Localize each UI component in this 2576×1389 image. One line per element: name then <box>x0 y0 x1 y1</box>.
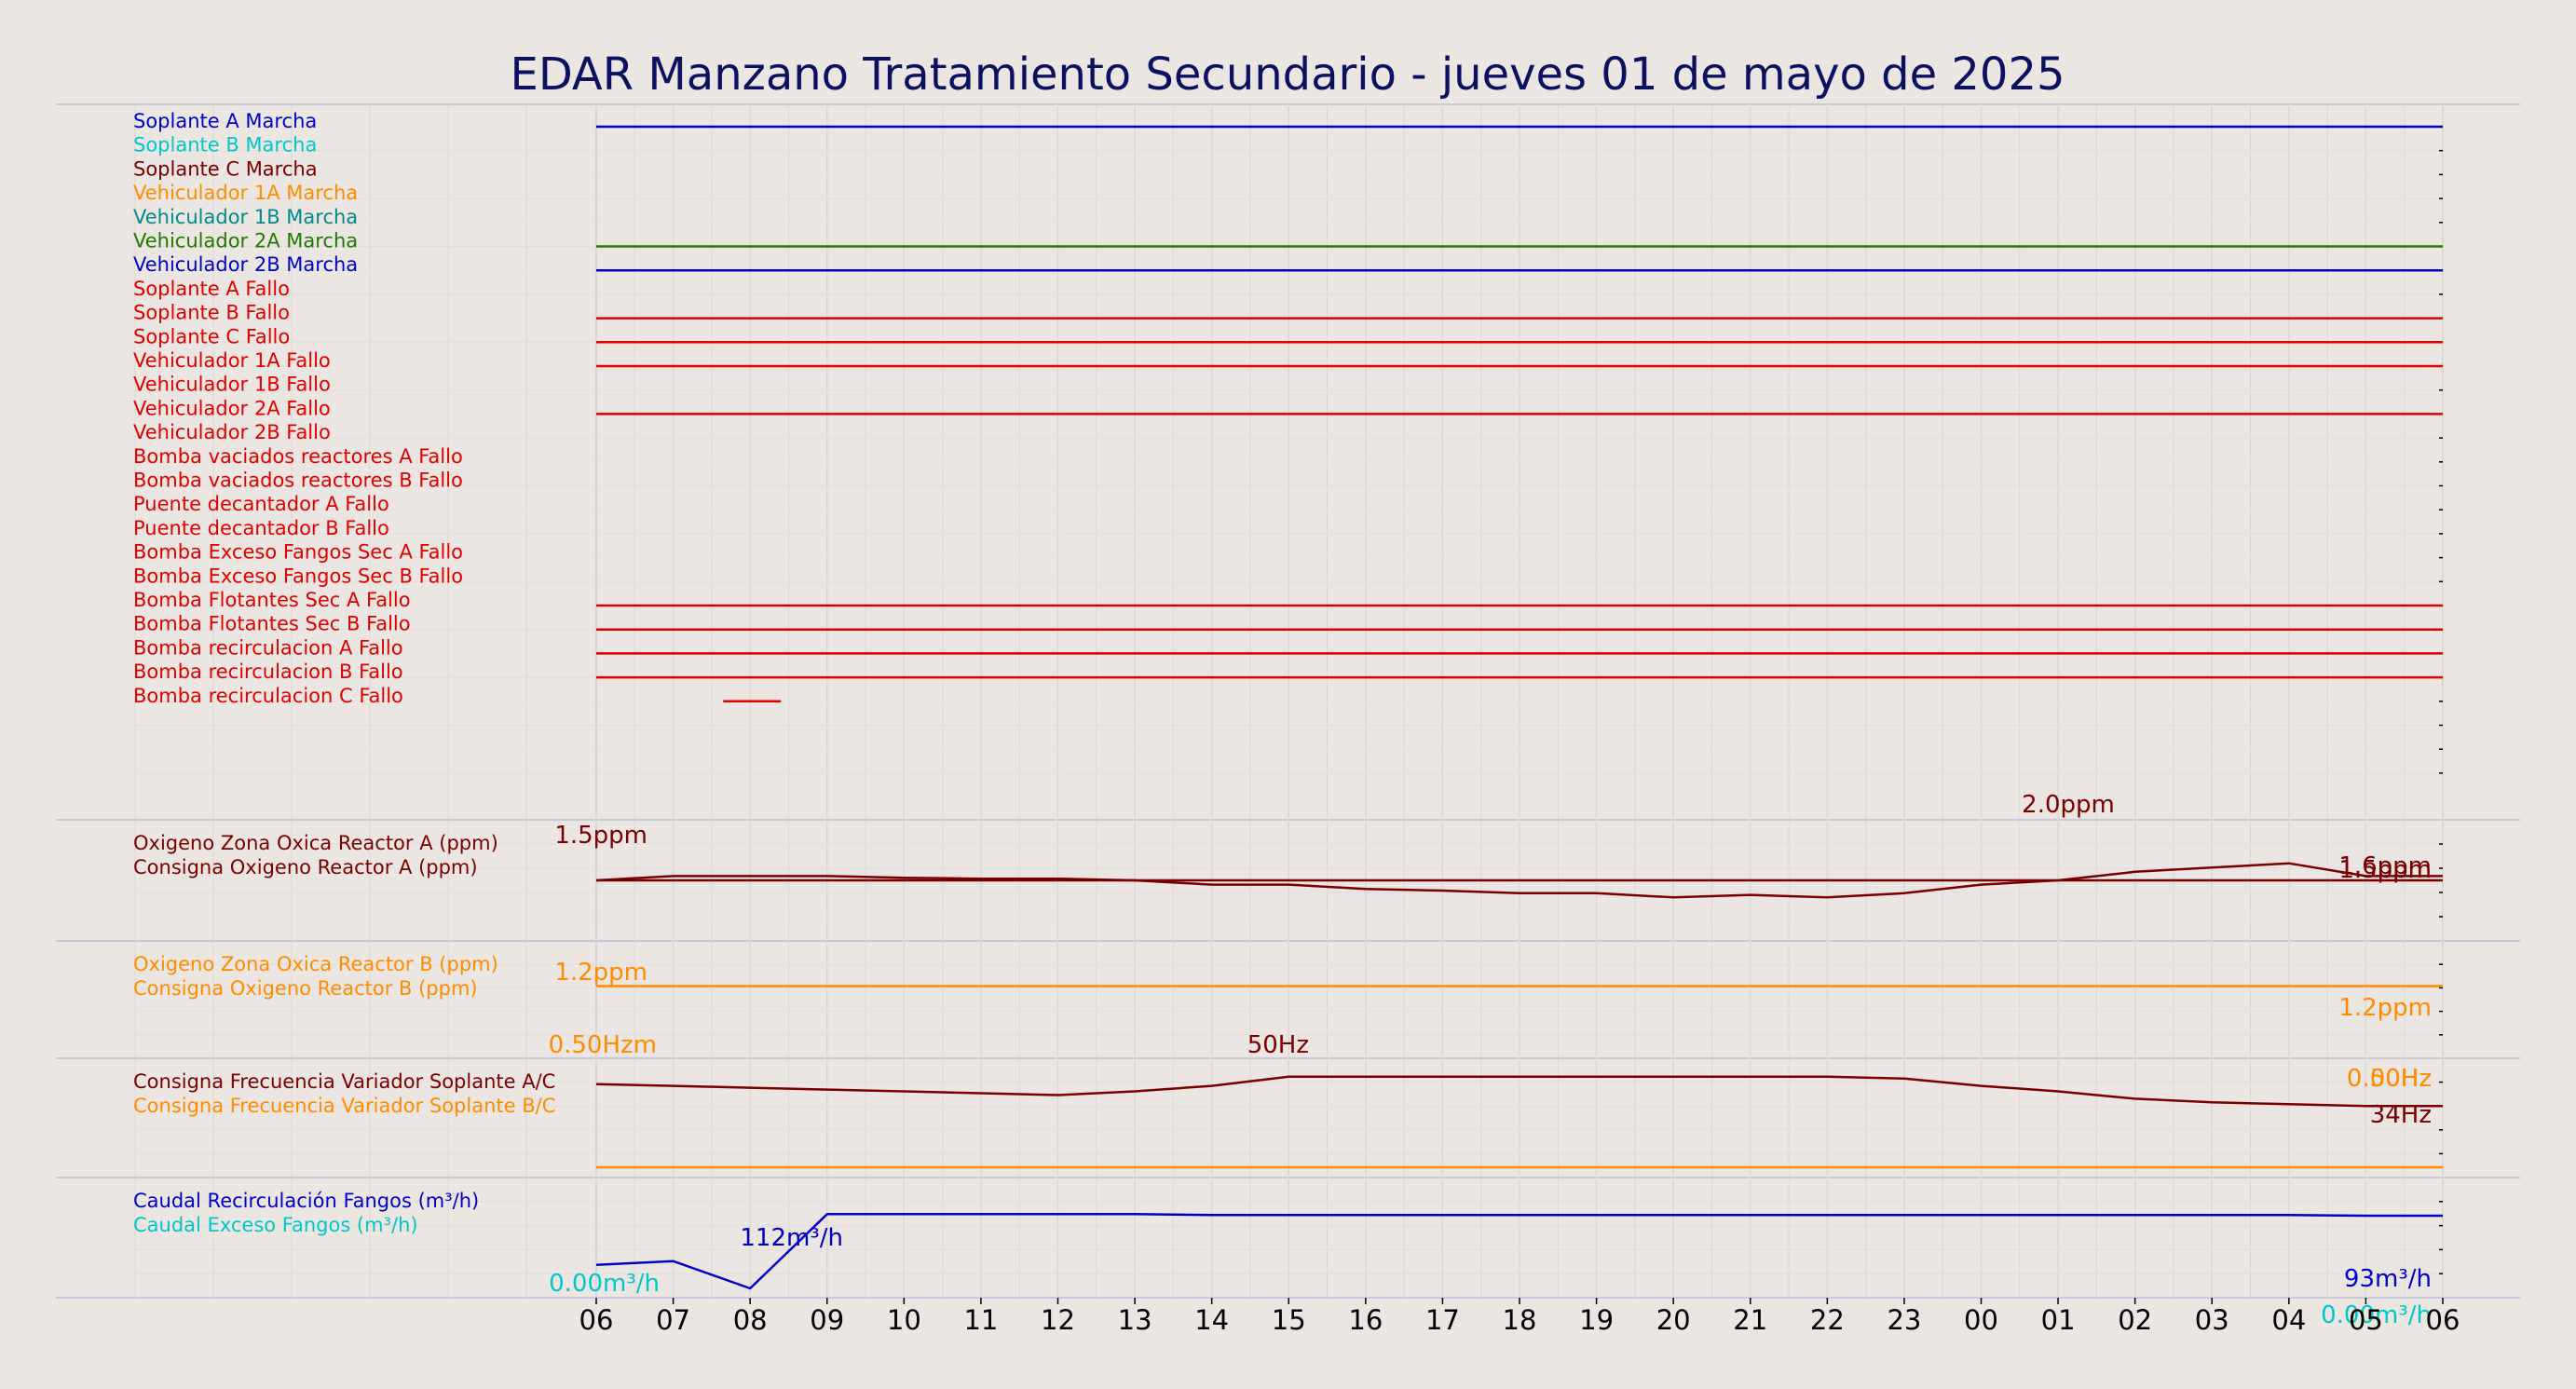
x-tick-label: 17 <box>1425 1304 1460 1336</box>
chart-marks <box>595 125 2443 1290</box>
series-label: Bomba Exceso Fangos Sec B Fallo <box>133 565 463 587</box>
x-tick-label: 05 <box>2349 1304 2383 1336</box>
series-label: Vehiculador 2B Marcha <box>133 253 358 276</box>
x-tick-label: 20 <box>1656 1304 1691 1336</box>
value-annotation: 1.5ppm <box>554 822 647 850</box>
value-annotation: 0.00m³/h <box>549 1270 660 1298</box>
x-tick-label: 13 <box>1118 1304 1152 1336</box>
value-annotation: 93m³/h <box>2344 1265 2432 1293</box>
value-annotation: 1.5ppm <box>2338 856 2432 884</box>
x-tick-label: 06 <box>579 1304 614 1336</box>
x-tick-label: 07 <box>656 1304 690 1336</box>
value-annotation: 0.00Hz <box>2347 1065 2432 1093</box>
series-label: Vehiculador 2B Fallo <box>133 421 331 443</box>
series-line <box>595 862 2443 899</box>
series-label: Oxigeno Zona Oxica Reactor A (ppm) <box>133 832 498 854</box>
series-label: Soplante C Marcha <box>133 157 318 180</box>
series-label: Vehiculador 2A Marcha <box>133 230 358 252</box>
value-annotation: 0.00m³/h <box>2321 1301 2432 1329</box>
chart-title: EDAR Manzano Tratamiento Secundario - ju… <box>510 48 2065 101</box>
series-label: Vehiculador 1A Fallo <box>133 349 331 372</box>
value-annotations: 1.5ppm2.0ppm1.6ppm1.5ppm1.2ppm1.2ppm0.50… <box>549 791 2432 1329</box>
x-tick-label: 22 <box>1810 1304 1845 1336</box>
series-label: Soplante B Marcha <box>133 134 317 157</box>
value-annotation: 1.2ppm <box>2338 994 2432 1022</box>
x-tick-label: 09 <box>810 1304 844 1336</box>
x-axis-ticks: 06 07 08 09 10 11 12 13 14 15 16 17 18 19 20 21 22 23 00 01… <box>579 1298 2460 1336</box>
series-label: Bomba Flotantes Sec B Fallo <box>133 613 411 635</box>
value-annotation: 2.0ppm <box>2022 791 2115 819</box>
series-label: Oxigeno Zona Oxica Reactor B (ppm) <box>133 953 498 975</box>
series-label: Vehiculador 2A Fallo <box>133 397 331 419</box>
value-annotation: 0.50Hzm <box>549 1031 657 1059</box>
value-annotation: 50Hz <box>2370 1065 2432 1093</box>
series-label: Bomba recirculacion C Fallo <box>133 685 403 707</box>
value-annotation: 112m³/h <box>740 1224 843 1252</box>
series-label: Soplante C Fallo <box>133 325 290 347</box>
series-label: Vehiculador 1B Marcha <box>133 206 358 228</box>
x-tick-label: 01 <box>2041 1304 2076 1336</box>
x-tick-label: 11 <box>963 1304 998 1336</box>
x-tick-label: 14 <box>1194 1304 1229 1336</box>
series-label: Caudal Exceso Fangos (m³/h) <box>133 1214 418 1236</box>
x-tick-label: 16 <box>1348 1304 1383 1336</box>
series-label: Vehiculador 1A Marcha <box>133 182 358 204</box>
x-tick-label: 18 <box>1503 1304 1537 1336</box>
series-label: Consigna Oxigeno Reactor A (ppm) <box>133 856 478 878</box>
series-label: Bomba Exceso Fangos Sec A Fallo <box>133 541 463 564</box>
series-label: Soplante A Marcha <box>133 110 317 132</box>
series-label: Vehiculador 1B Fallo <box>133 374 331 396</box>
series-label: Puente decantador B Fallo <box>133 517 389 539</box>
x-tick-label: 03 <box>2195 1304 2229 1336</box>
series-label: Consigna Frecuencia Variador Soplante A/… <box>133 1070 555 1093</box>
series-label: Bomba vaciados reactores A Fallo <box>133 445 463 468</box>
x-tick-label: 10 <box>887 1304 921 1336</box>
series-label: Consigna Oxigeno Reactor B (ppm) <box>133 977 478 1000</box>
value-annotation: 1.2ppm <box>554 959 647 987</box>
x-tick-label: 21 <box>1733 1304 1767 1336</box>
x-tick-label: 08 <box>733 1304 768 1336</box>
series-label: Puente decantador A Fallo <box>133 493 389 515</box>
x-tick-label: 12 <box>1041 1304 1075 1336</box>
x-tick-label: 00 <box>1964 1304 1998 1336</box>
x-tick-label: 15 <box>1272 1304 1306 1336</box>
x-tick-label: 23 <box>1887 1304 1921 1336</box>
series-label: Caudal Recirculación Fangos (m³/h) <box>133 1190 479 1212</box>
grid-lines <box>134 104 2444 1298</box>
x-tick-label: 04 <box>2271 1304 2306 1336</box>
series-label: Bomba vaciados reactores B Fallo <box>133 470 463 492</box>
value-annotation: 34Hz <box>2370 1101 2432 1129</box>
series-line <box>595 1075 2443 1108</box>
series-label: Soplante B Fallo <box>133 302 290 324</box>
value-annotation: 1.6ppm <box>2338 852 2432 880</box>
series-label: Bomba recirculacion A Fallo <box>133 636 403 659</box>
x-tick-label: 06 <box>2426 1304 2460 1336</box>
x-tick-label: 02 <box>2118 1304 2152 1336</box>
series-label: Bomba Flotantes Sec A Fallo <box>133 589 411 611</box>
series-line <box>595 1213 2443 1290</box>
series-label: Consigna Frecuencia Variador Soplante B/… <box>133 1095 555 1117</box>
value-annotation: 50Hz <box>1247 1031 1309 1059</box>
series-label: Bomba recirculacion B Fallo <box>133 660 403 683</box>
series-label: Soplante A Fallo <box>133 278 290 300</box>
x-tick-label: 19 <box>1579 1304 1614 1336</box>
